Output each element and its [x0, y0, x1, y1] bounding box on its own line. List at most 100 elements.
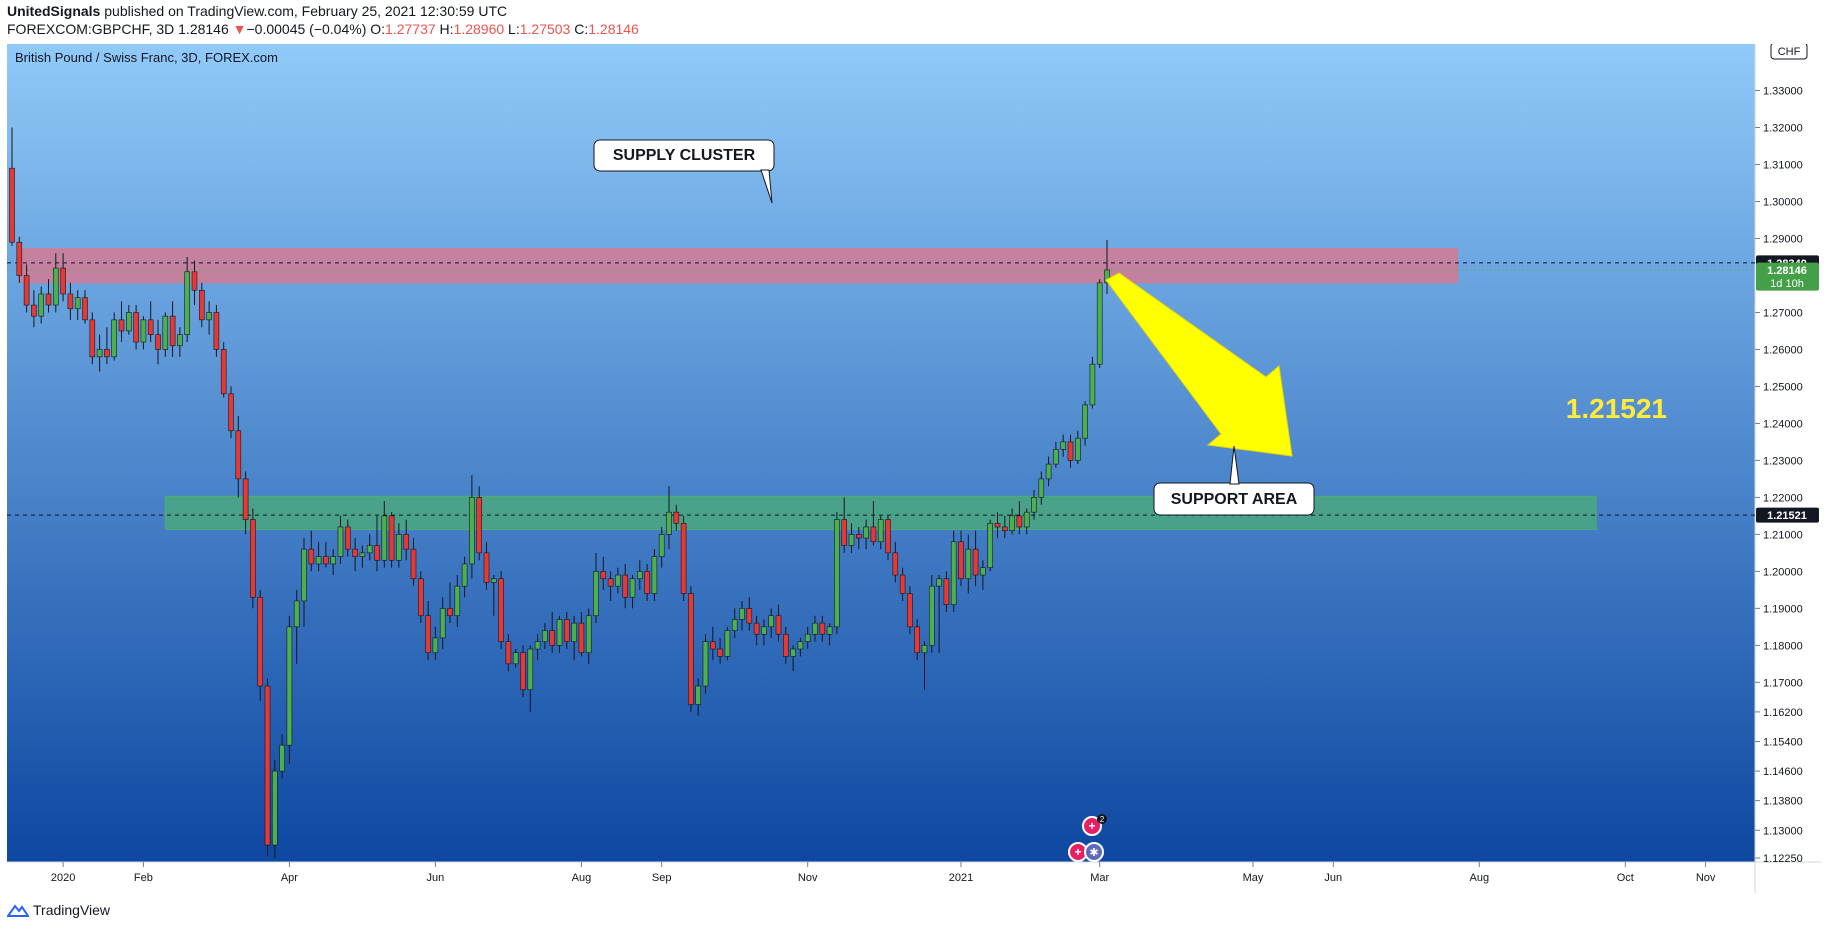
candle-body [96, 349, 103, 358]
support-area-callout[interactable]: SUPPORT AREA [1153, 445, 1315, 516]
event-flag-icon[interactable] [1082, 816, 1102, 836]
candle-body [585, 615, 592, 654]
candle-body [1082, 404, 1088, 439]
currency-badge[interactable]: CHF [1770, 44, 1808, 60]
y-tick-label: 1.26000 [1763, 344, 1803, 356]
candle-body [534, 641, 541, 650]
candle-body [162, 315, 169, 350]
candle-body [753, 622, 760, 635]
y-tick-label: 1.23000 [1763, 455, 1803, 467]
candle-body [177, 334, 183, 347]
price-chart[interactable]: British Pound / Swiss Franc, 3D, FOREX.c… [7, 44, 1821, 893]
candle-body [775, 615, 782, 635]
candle-body [1067, 441, 1074, 461]
candle-body [60, 267, 66, 295]
candle-body [717, 648, 723, 657]
price-label-support[interactable]: 1.21521 [1756, 507, 1819, 523]
candle-body [425, 615, 431, 654]
candle-body [352, 548, 358, 557]
candle-body [834, 519, 840, 628]
candle-body [155, 334, 161, 350]
uk-flag-icon[interactable] [1084, 842, 1104, 862]
supply-cluster-callout[interactable]: SUPPLY CLUSTER [593, 139, 775, 204]
candle-body [1060, 441, 1066, 450]
y-tick-label: 1.18000 [1763, 640, 1803, 652]
candle-body [848, 534, 855, 546]
candle-body [542, 630, 548, 642]
candle-body [819, 622, 826, 635]
publisher-name[interactable]: UnitedSignals [7, 3, 101, 19]
candle-body [279, 744, 285, 772]
high-label: H: [439, 21, 454, 37]
candle-body [615, 574, 621, 587]
candle-body [622, 574, 629, 598]
tradingview-brand: TradingView [33, 902, 111, 918]
candle-body [520, 652, 526, 691]
y-tick-label: 1.25000 [1763, 381, 1803, 393]
tradingview-footer[interactable]: TradingView [7, 902, 110, 918]
y-tick-label: 1.14600 [1763, 766, 1803, 778]
y-tick-label: 1.21000 [1763, 529, 1803, 541]
candle-body [666, 511, 672, 535]
candle-body [461, 563, 468, 587]
candle-body [790, 648, 796, 657]
supply-cluster-label: SUPPLY CLUSTER [613, 147, 756, 164]
candle-body [644, 571, 650, 594]
y-tick-label: 1.13800 [1763, 796, 1803, 808]
candle-body [1053, 449, 1059, 465]
candle-body [498, 578, 504, 642]
candle-body [680, 522, 687, 594]
price-label-last[interactable]: 1.28146 1d 10h [1756, 262, 1819, 291]
bearish-arrow[interactable] [1105, 272, 1293, 457]
candle-body [870, 526, 877, 543]
candle-body [651, 556, 658, 594]
candle-body [286, 626, 293, 746]
candle-body [958, 541, 964, 580]
candle-body [1075, 437, 1081, 461]
time-axis-panel[interactable] [7, 862, 1821, 893]
candle-body [855, 534, 862, 539]
candle-body [907, 593, 913, 628]
candle-body [863, 526, 869, 539]
candle-body [1104, 269, 1110, 284]
candle-body [943, 578, 950, 605]
candle-body [126, 312, 132, 332]
chart-background [7, 44, 1755, 862]
candle-body [257, 596, 263, 687]
x-tick-label: Nov [798, 872, 818, 884]
candle-body [140, 319, 147, 343]
price-change: −0.00045 (−0.04%) [246, 21, 367, 37]
x-tick-label: Nov [1696, 872, 1716, 884]
publish-info: UnitedSignals published on TradingView.c… [7, 3, 507, 19]
low-value: 1.27503 [519, 21, 571, 37]
candle-body [994, 522, 1001, 528]
tradingview-logo-icon [7, 904, 29, 917]
y-tick-label: 1.31000 [1763, 160, 1803, 172]
y-axis: 1.33000 1.32000 1.31000 1.30000 1.29000 1.270… [1755, 86, 1803, 865]
y-tick-label: 1.27000 [1763, 307, 1803, 319]
candle-body [82, 297, 88, 321]
candle-body [417, 578, 424, 617]
candle-body [52, 267, 59, 306]
candle-body [972, 548, 979, 576]
countdown-label: 1d 10h [1770, 278, 1804, 290]
candle-body [739, 608, 745, 620]
candle-body [826, 626, 833, 635]
candle-body [571, 622, 577, 642]
candle-body [921, 645, 928, 654]
candle-body [928, 585, 935, 646]
candle-body [636, 571, 643, 580]
candle-body [1001, 526, 1008, 531]
supply-zone[interactable] [18, 248, 1458, 283]
candlestick-series [9, 127, 1110, 858]
candle-body [9, 167, 15, 243]
candle-body [600, 571, 607, 580]
events-icons[interactable]: + 2 + ✱ [1068, 814, 1107, 862]
price-axis-panel[interactable] [1755, 44, 1821, 862]
y-tick-label: 1.12250 [1763, 853, 1803, 865]
candle-body [724, 630, 731, 657]
candle-body [235, 430, 242, 480]
x-tick-label: Aug [1470, 872, 1490, 884]
x-tick-label: Apr [281, 872, 298, 884]
candle-body [476, 497, 483, 554]
